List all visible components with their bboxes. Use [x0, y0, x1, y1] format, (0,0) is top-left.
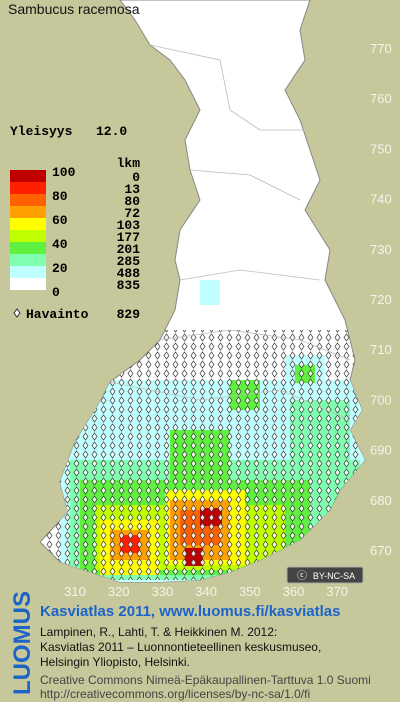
legend-count: 13	[124, 182, 140, 197]
axis-ticks: 310 320 330 340 350 360 3707707607507407307207…	[64, 41, 392, 599]
legend-count: 488	[117, 266, 141, 281]
cc-icon: ⓒ	[297, 570, 307, 582]
legend-count: 80	[124, 194, 140, 209]
credits-heading: Kasviatlas 2011, www.luomus.fi/kasviatla…	[40, 603, 340, 620]
legend-scale-label: 20	[52, 261, 68, 276]
map	[39, 0, 366, 583]
distribution-cells	[40, 280, 365, 582]
legend-swatch	[10, 182, 46, 194]
y-tick-label: 770	[370, 41, 392, 56]
y-tick-label: 740	[370, 192, 392, 207]
y-tick-label: 680	[370, 493, 392, 508]
legend-swatch	[10, 278, 46, 290]
legend-count: 835	[117, 278, 141, 293]
index-value: 12.0	[96, 124, 127, 139]
x-tick-label: 330	[152, 584, 174, 599]
credits: Lampinen, R., Lahti, T. & Heikkinen M. 2…	[40, 625, 371, 701]
legend-swatch	[10, 242, 46, 254]
y-tick-label: 720	[370, 292, 392, 307]
x-tick-label: 350	[239, 584, 261, 599]
citation-line: Kasviatlas 2011 – Luonnontieteellinen ke…	[40, 640, 321, 654]
y-tick-label: 710	[370, 342, 392, 357]
legend-scale-label: 100	[52, 165, 76, 180]
y-tick-label: 750	[370, 141, 392, 156]
legend-scale-label: 40	[52, 237, 68, 252]
x-tick-label: 340	[195, 584, 217, 599]
license-line: http://creativecommons.org/licenses/by-n…	[40, 687, 310, 701]
species-title: Sambucus racemosa	[8, 1, 140, 17]
legend-count: 0	[132, 170, 140, 185]
legend-count: 103	[117, 218, 141, 233]
legend-count: 201	[117, 242, 141, 257]
legend-swatch	[10, 266, 46, 278]
x-tick-label: 370	[326, 584, 348, 599]
license-line: Creative Commons Nimeä-Epäkaupallinen-Ta…	[40, 673, 371, 687]
y-tick-label: 760	[370, 91, 392, 106]
legend-swatch	[10, 170, 46, 182]
x-tick-label: 310	[64, 584, 86, 599]
legend-swatch	[10, 206, 46, 218]
legend-scale-label: 60	[52, 213, 68, 228]
logo: LUOMUS	[9, 591, 36, 695]
count-header: lkm	[117, 156, 141, 171]
legend-swatch	[10, 254, 46, 266]
observation-count: 829	[117, 307, 141, 322]
citation-line: Lampinen, R., Lahti, T. & Heikkinen M. 2…	[40, 625, 277, 639]
observation-symbol	[13, 308, 21, 318]
legend-swatch	[10, 194, 46, 206]
observation-label: Havainto	[26, 307, 89, 322]
x-tick-label: 360	[283, 584, 305, 599]
legend-swatch	[10, 230, 46, 242]
x-tick-label: 320	[108, 584, 130, 599]
legend-scale-label: 0	[52, 285, 60, 300]
index-label: Yleisyys	[10, 124, 73, 139]
legend-count: 72	[124, 206, 140, 221]
license-badge	[286, 566, 364, 584]
y-tick-label: 700	[370, 392, 392, 407]
legend-scale-label: 80	[52, 189, 68, 204]
y-tick-label: 670	[370, 543, 392, 558]
legend-count: 285	[117, 254, 141, 269]
y-tick-label: 730	[370, 242, 392, 257]
y-tick-label: 690	[370, 443, 392, 458]
citation-line: Helsingin Yliopisto, Helsinki.	[40, 655, 190, 669]
legend-swatch	[10, 218, 46, 230]
regional-borders	[109, 44, 351, 421]
license-badge-text: BY-NC-SA	[313, 571, 355, 581]
legend-count: 177	[117, 230, 140, 245]
